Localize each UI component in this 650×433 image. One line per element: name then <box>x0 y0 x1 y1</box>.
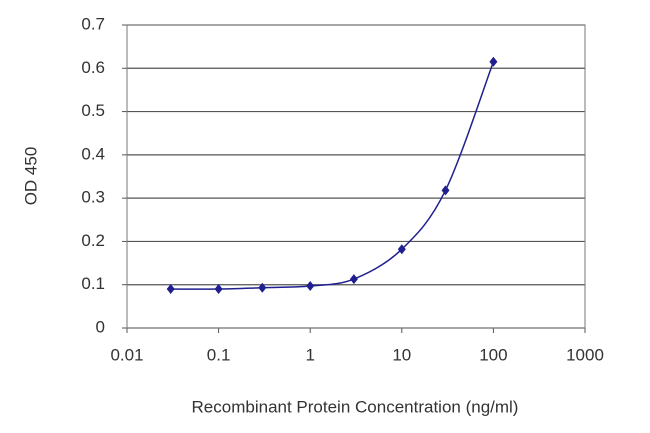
x-tick-label: 0.1 <box>207 345 231 364</box>
y-tick-label: 0.7 <box>81 14 105 33</box>
y-tick-label: 0 <box>96 317 105 336</box>
y-tick-label: 0.1 <box>81 274 105 293</box>
x-tick-label: 1 <box>305 345 314 364</box>
data-point <box>258 282 267 293</box>
x-tick-label: 10 <box>392 345 411 364</box>
data-point <box>349 274 358 285</box>
data-point <box>441 185 450 196</box>
x-axis-label: Recombinant Protein Concentration (ng/ml… <box>192 397 519 416</box>
x-tick-label: 100 <box>479 345 507 364</box>
y-tick-label: 0.2 <box>81 231 105 250</box>
x-tick-label: 1000 <box>566 345 604 364</box>
y-axis-label: OD 450 <box>21 147 40 206</box>
y-tick-label: 0.6 <box>81 58 105 77</box>
y-tick-label: 0.5 <box>81 101 105 120</box>
data-point <box>397 244 406 255</box>
data-point <box>214 284 223 295</box>
y-tick-label: 0.4 <box>81 144 105 163</box>
y-tick-label: 0.3 <box>81 188 105 207</box>
series-line <box>170 61 495 290</box>
data-point <box>489 56 498 67</box>
data-point <box>306 281 315 292</box>
x-tick-label: 0.01 <box>110 345 143 364</box>
plot-frame <box>126 24 586 329</box>
data-point <box>166 284 175 295</box>
